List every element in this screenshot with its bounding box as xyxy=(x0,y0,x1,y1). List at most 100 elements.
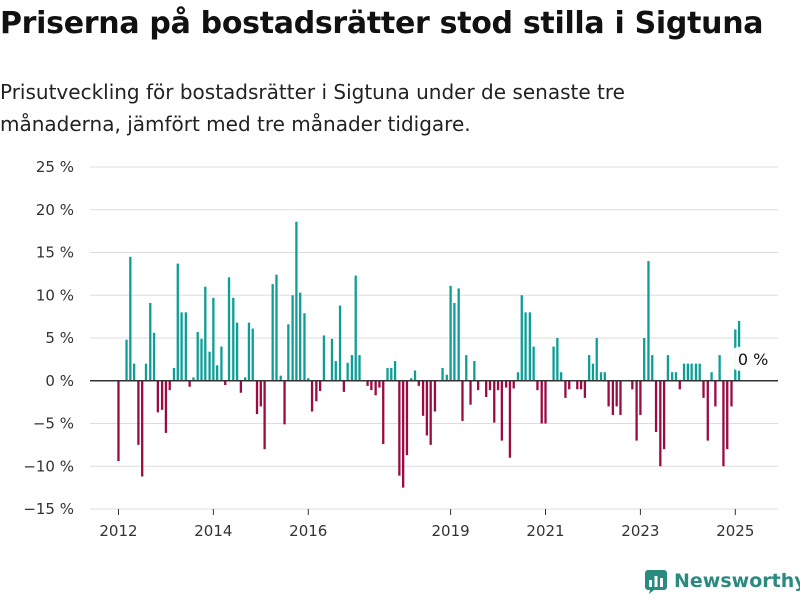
bar xyxy=(643,338,646,381)
bar xyxy=(402,380,405,488)
bar xyxy=(457,288,460,381)
bar xyxy=(350,355,354,381)
bar xyxy=(405,380,409,456)
bar xyxy=(698,363,701,381)
bar xyxy=(188,380,191,387)
bar xyxy=(398,380,401,476)
bar-chart: −15 % −10 % −5 % 0 % 5 % 10 % 15 % 20 % 25 % 201… xyxy=(23,158,778,540)
bar xyxy=(631,380,634,390)
bar xyxy=(354,275,357,381)
bar xyxy=(425,380,429,436)
bar xyxy=(441,367,444,381)
newsworthy-logo-icon xyxy=(645,570,667,594)
y-tick-label: −5 % xyxy=(33,415,74,433)
bar xyxy=(524,312,527,381)
bar xyxy=(310,380,314,412)
bar xyxy=(544,380,547,424)
y-tick-label: 25 % xyxy=(36,158,74,176)
bar xyxy=(212,297,215,381)
bar xyxy=(532,346,535,381)
bar xyxy=(235,322,239,381)
bar xyxy=(730,380,733,407)
x-tick-label: 2016 xyxy=(289,522,327,540)
bar xyxy=(220,346,223,381)
bar xyxy=(469,380,472,405)
gridlines xyxy=(90,166,778,510)
bar xyxy=(271,284,274,381)
bar xyxy=(647,261,650,381)
bar xyxy=(378,380,381,388)
bar xyxy=(318,380,322,392)
bar xyxy=(279,375,282,381)
bar xyxy=(410,378,413,381)
bar xyxy=(295,221,298,381)
bar xyxy=(682,363,686,381)
bar xyxy=(366,380,369,386)
bar xyxy=(429,380,432,445)
bar xyxy=(303,313,306,381)
bar xyxy=(465,355,468,381)
bar xyxy=(520,295,523,381)
bar xyxy=(718,355,721,381)
y-tick-label: −15 % xyxy=(23,500,74,518)
bar xyxy=(706,380,709,441)
bar xyxy=(255,380,259,415)
bar xyxy=(307,378,310,381)
bar xyxy=(172,367,176,381)
bar xyxy=(370,380,373,391)
bar xyxy=(552,346,555,381)
bar xyxy=(666,355,670,381)
bar xyxy=(674,372,678,381)
bar xyxy=(125,339,128,381)
x-tick-label: 2012 xyxy=(99,522,137,540)
bar xyxy=(595,338,598,381)
bar xyxy=(564,380,567,398)
annotation: 0 % xyxy=(733,346,774,371)
bar xyxy=(583,380,587,398)
bar xyxy=(493,380,496,423)
bar xyxy=(560,372,563,381)
bar xyxy=(508,380,512,458)
bar xyxy=(338,305,342,381)
bar xyxy=(540,380,543,424)
bar xyxy=(291,295,294,381)
bar xyxy=(393,361,397,381)
bar xyxy=(476,380,480,391)
bar xyxy=(164,380,168,433)
y-tick-label: 5 % xyxy=(45,329,74,347)
bar xyxy=(445,374,448,381)
bar xyxy=(239,380,243,393)
bar xyxy=(619,380,622,415)
bar xyxy=(358,355,361,381)
chart-subtitle: Prisutveckling för bostadsrätter i Sigtu… xyxy=(0,80,625,136)
bar xyxy=(275,274,278,381)
bar xyxy=(386,367,389,381)
bar xyxy=(299,292,302,381)
bar xyxy=(579,380,583,390)
bar xyxy=(244,377,247,381)
bar xyxy=(433,380,437,412)
y-tick-label: 0 % xyxy=(45,372,74,390)
bar xyxy=(654,380,658,433)
bar xyxy=(247,322,251,381)
bar xyxy=(390,367,393,381)
y-tick-label: 20 % xyxy=(36,201,74,219)
bar xyxy=(382,380,385,445)
bar xyxy=(453,302,456,381)
bar xyxy=(726,380,729,450)
bar xyxy=(192,377,195,381)
y-tick-label: 15 % xyxy=(36,244,74,262)
bar xyxy=(208,351,211,381)
bars xyxy=(117,221,741,488)
bar xyxy=(485,380,488,397)
bar xyxy=(639,380,642,415)
bar xyxy=(488,380,492,391)
x-axis: 2012 2014 2016 2019 2021 2023 2025 xyxy=(99,509,754,540)
annotation-background xyxy=(733,346,774,371)
bar xyxy=(152,332,156,381)
bar xyxy=(686,363,689,381)
bar xyxy=(607,380,610,407)
bar xyxy=(168,380,171,391)
x-tick-label: 2019 xyxy=(432,522,470,540)
bar xyxy=(591,363,595,381)
